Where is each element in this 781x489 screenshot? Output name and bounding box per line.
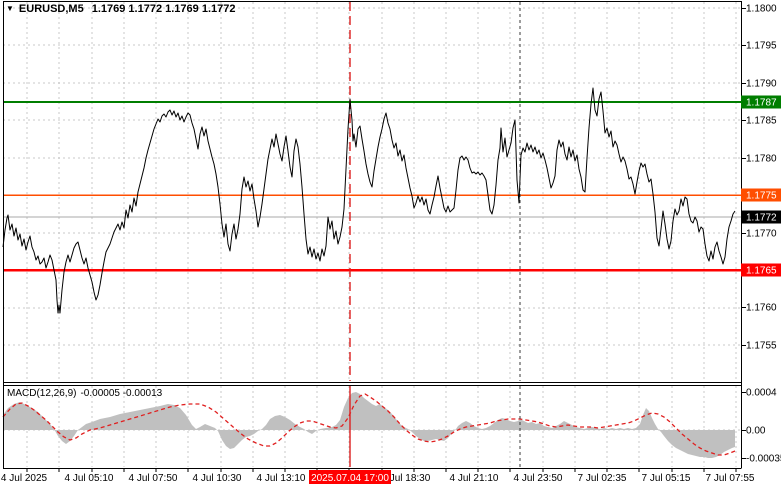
time-label: 4 Jul 23:50 <box>514 473 563 484</box>
macd-values: -0.00005 -0.00013 <box>80 388 163 399</box>
price-tick-label: 1.1770 <box>746 229 777 240</box>
time-highlight-badge <box>309 470 391 484</box>
price-tick-label: 1.1755 <box>746 341 777 352</box>
symbol-name: EURUSD,M5 <box>18 3 84 15</box>
time-label: 4 Jul 05:10 <box>65 473 114 484</box>
macd-tick-label: -0.00035 <box>746 454 781 465</box>
time-label: 4 Jul 21:10 <box>450 473 499 484</box>
macd-histogram <box>3 392 735 458</box>
macd-name: MACD(12,26,9) <box>7 388 77 399</box>
time-label: 4 Jul 2025 <box>1 473 48 484</box>
time-label: Jul 18:30 <box>390 473 431 484</box>
time-label: 4 Jul 13:10 <box>257 473 306 484</box>
chart-symbol-title: ▼ EURUSD,M5 1.1769 1.1772 1.1769 1.1772 <box>6 3 235 15</box>
price-tick-label: 1.1790 <box>746 79 777 90</box>
price-badge-label: 1.1775 <box>746 191 777 202</box>
price-badge-label: 1.1765 <box>746 266 777 277</box>
price-tick-label: 1.1800 <box>746 4 777 15</box>
macd-signal-line <box>2 393 736 456</box>
price-badge <box>741 95 781 109</box>
time-label: 7 Jul 05:15 <box>642 473 691 484</box>
ohlc-quotes: 1.1769 1.1772 1.1769 1.1772 <box>91 3 236 15</box>
price-tick-label: 1.1760 <box>746 303 777 314</box>
price-tick-label: 1.1780 <box>746 154 777 165</box>
time-label: 4 Jul 07:50 <box>129 473 178 484</box>
price-badge-label: 1.1787 <box>746 98 777 109</box>
macd-tick-label: 0.0004 <box>746 388 777 399</box>
symbol-marker-icon: ▼ <box>6 4 14 13</box>
price-tick-label: 1.1795 <box>746 41 777 52</box>
time-highlight-label: 2025.07.04 17:00 <box>311 473 389 484</box>
price-badge <box>741 263 781 277</box>
price-series-line <box>2 87 736 314</box>
time-label: 7 Jul 07:55 <box>706 473 755 484</box>
macd-tick-label: 0.00 <box>746 426 766 437</box>
price-tick-label: 1.1785 <box>746 116 777 127</box>
price-badge <box>741 210 781 224</box>
time-label: 7 Jul 02:35 <box>578 473 627 484</box>
macd-indicator-label: MACD(12,26,9) -0.00005 -0.00013 <box>7 388 162 399</box>
price-badge <box>741 188 781 202</box>
time-label: 4 Jul 10:30 <box>193 473 242 484</box>
price-badge-label: 1.1772 <box>746 213 777 224</box>
